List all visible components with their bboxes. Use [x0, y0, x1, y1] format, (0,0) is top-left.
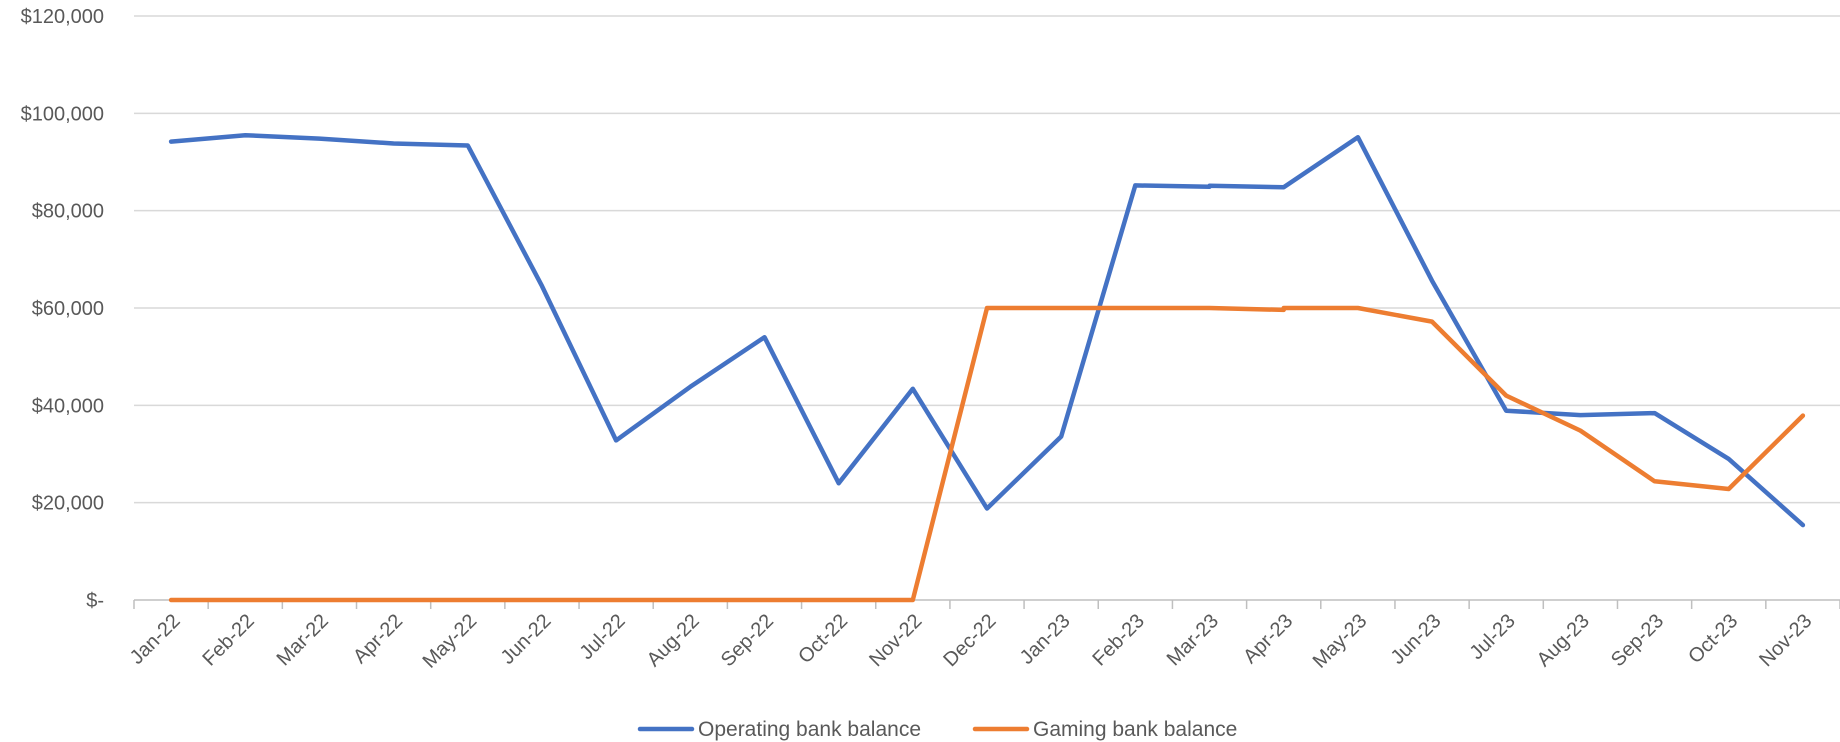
x-tick-label: Aug-22	[643, 610, 704, 671]
x-tick-label: Feb-22	[198, 610, 258, 670]
series-lines	[168, 132, 1806, 603]
x-tick-label: Nov-22	[865, 610, 926, 671]
y-tick-label: $120,000	[21, 6, 104, 28]
x-tick-label: Jun-22	[497, 610, 556, 669]
x-tick-label: Mar-23	[1163, 610, 1223, 670]
series-line	[168, 305, 1806, 603]
x-tick-label: Feb-23	[1089, 610, 1149, 670]
legend-label: Gaming bank balance	[1033, 718, 1237, 741]
x-tick-label: Jan-22	[126, 610, 185, 669]
x-tick-label: Sep-23	[1607, 610, 1668, 671]
x-tick-label: Apr-22	[349, 610, 407, 668]
x-tick-label: Jul-22	[576, 610, 630, 664]
y-axis-labels: $- $20,000 $40,000 $60,000 $80,000 $100,000 $1…	[21, 6, 104, 612]
x-tick-label: Aug-23	[1533, 610, 1594, 671]
x-tick-label: Jan-23	[1016, 610, 1075, 669]
y-tick-label: $20,000	[32, 493, 104, 515]
legend-label: Operating bank balance	[698, 718, 921, 741]
legend: Operating bank balance Gaming bank balanc…	[637, 718, 1237, 741]
x-tick-label: May-23	[1309, 610, 1372, 673]
x-tick-label: Oct-22	[794, 610, 852, 668]
x-tick-label: May-22	[419, 610, 482, 673]
y-tick-label: $60,000	[32, 298, 104, 320]
gridlines	[134, 15, 1840, 504]
series-line	[168, 132, 1806, 528]
y-tick-label: $-	[86, 590, 104, 612]
x-tick-label: Jul-23	[1466, 610, 1520, 664]
x-tick-label: Dec-22	[939, 610, 1000, 671]
x-tick-label: Apr-23	[1239, 610, 1297, 668]
x-tick-label: Mar-22	[273, 610, 333, 670]
y-tick-label: $80,000	[32, 201, 104, 223]
y-tick-label: $100,000	[21, 103, 104, 125]
y-tick-label: $40,000	[32, 395, 104, 417]
x-tick-label: Nov-23	[1755, 610, 1816, 671]
x-axis: Jan-22 Feb-22 Mar-22 Apr-22 May-22 Jun-22 Jul-…	[126, 599, 1840, 673]
x-tick-label: Sep-22	[717, 610, 778, 671]
x-tick-label: Oct-23	[1684, 610, 1742, 668]
x-tick-label: Jun-23	[1387, 610, 1446, 669]
